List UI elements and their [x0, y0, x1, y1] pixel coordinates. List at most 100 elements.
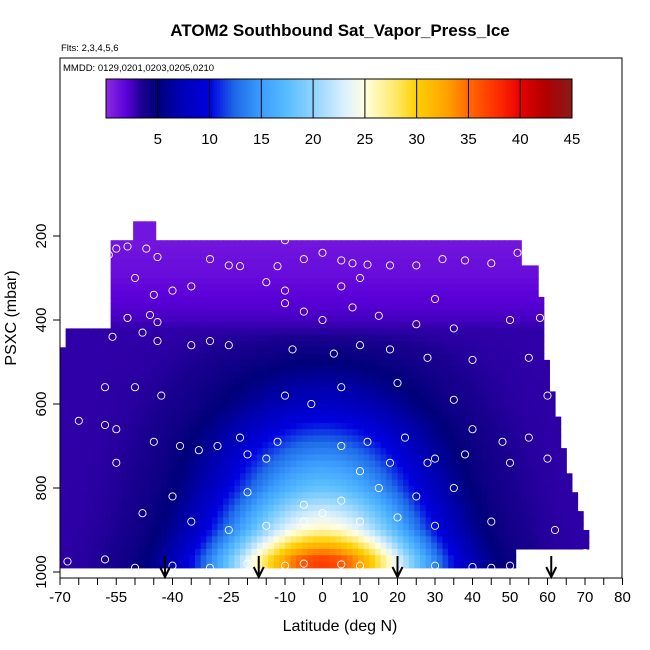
heatmap-cell — [217, 259, 224, 266]
colorbar-swatch — [429, 79, 433, 118]
heatmap-cell — [425, 309, 432, 317]
heatmap-cell — [476, 542, 483, 550]
heatmap-cell — [408, 315, 415, 323]
heatmap-cell — [549, 511, 556, 518]
heatmap-cell — [133, 265, 140, 273]
heatmap-cell — [307, 303, 314, 311]
heatmap-cell — [453, 435, 460, 443]
heatmap-cell — [251, 378, 258, 386]
heatmap-cell — [526, 309, 534, 317]
heatmap-cell — [543, 454, 550, 462]
heatmap-cell — [459, 353, 466, 361]
x-tick-label: 70 — [577, 589, 594, 606]
colorbar-swatch — [351, 79, 356, 118]
heatmap-cell — [453, 334, 460, 342]
heatmap-cell — [470, 404, 477, 411]
heatmap-cell — [240, 252, 247, 260]
heatmap-cell — [526, 517, 534, 525]
heatmap-cell — [138, 278, 145, 285]
y-tick-label: 200 — [33, 223, 50, 248]
heatmap-cell — [420, 391, 427, 399]
heatmap-cell — [442, 548, 449, 556]
heatmap-cell — [217, 517, 224, 525]
heatmap-cell — [442, 366, 449, 374]
heatmap-cell — [538, 322, 545, 329]
heatmap-cell — [200, 485, 207, 493]
heatmap-cell — [487, 561, 494, 569]
heatmap-cell — [470, 467, 477, 474]
heatmap-cell — [369, 246, 376, 254]
heatmap-cell — [510, 504, 517, 512]
heatmap-cell — [178, 460, 185, 468]
heatmap-cell — [504, 397, 511, 405]
heatmap-cell — [262, 347, 269, 355]
heatmap-cell — [470, 561, 477, 569]
heatmap-cell — [228, 334, 235, 342]
heatmap-cell — [375, 448, 382, 455]
heatmap-cell — [105, 498, 112, 506]
heatmap-cell — [200, 511, 207, 518]
heatmap-cell — [358, 555, 365, 563]
heatmap-cell — [324, 246, 331, 254]
heatmap-cell — [470, 265, 477, 273]
heatmap-cell — [555, 448, 562, 455]
heatmap-cell — [211, 246, 219, 254]
heatmap-cell — [375, 536, 382, 544]
heatmap-cell — [476, 441, 483, 449]
heatmap-cell — [369, 404, 376, 411]
heatmap-cell — [290, 410, 297, 418]
heatmap-cell — [448, 328, 455, 336]
heatmap-cell — [330, 448, 337, 455]
heatmap-cell — [476, 492, 483, 500]
heatmap-cell — [521, 454, 528, 462]
heatmap-cell — [397, 252, 404, 260]
heatmap-cell — [341, 517, 348, 525]
heatmap-cell — [88, 429, 95, 437]
heatmap-cell — [481, 246, 489, 254]
heatmap-cell — [386, 290, 393, 298]
heatmap-cell — [200, 448, 207, 455]
colorbar-swatch — [447, 79, 451, 118]
heatmap-cell — [121, 479, 129, 487]
colorbar-swatch — [142, 79, 146, 118]
heatmap-cell — [307, 328, 314, 336]
heatmap-cell — [318, 385, 325, 392]
heatmap-cell — [144, 410, 151, 418]
heatmap-cell — [82, 523, 89, 531]
heatmap-cell — [172, 372, 179, 380]
heatmap-cell — [493, 542, 500, 550]
heatmap-cell — [526, 296, 534, 304]
colorbar-swatch — [230, 79, 234, 118]
heatmap-cell — [262, 536, 269, 544]
heatmap-cell — [93, 372, 100, 380]
heatmap-cell — [403, 422, 410, 430]
observation-point — [412, 261, 421, 270]
heatmap-cell — [251, 473, 258, 481]
heatmap-cell — [510, 511, 517, 518]
colorbar-swatch — [427, 79, 431, 118]
heatmap-cell — [234, 485, 241, 493]
heatmap-cell — [71, 328, 78, 336]
heatmap-cell — [504, 410, 511, 418]
heatmap-cell — [363, 460, 370, 468]
heatmap-cell — [211, 555, 219, 563]
heatmap-cell — [510, 290, 517, 298]
colorbar-swatch — [339, 79, 343, 118]
heatmap-cell — [403, 523, 410, 531]
heatmap-cell — [571, 523, 579, 531]
heatmap-cell — [195, 303, 202, 311]
heatmap-cell — [425, 485, 432, 493]
heatmap-cell — [285, 372, 292, 380]
heatmap-cell — [307, 523, 314, 531]
heatmap-cell — [459, 511, 466, 518]
heatmap-cell — [363, 416, 370, 424]
colorbar-swatch — [232, 79, 236, 118]
heatmap-cell — [206, 284, 213, 292]
heatmap-cell — [358, 561, 365, 569]
heatmap-cell — [279, 341, 286, 348]
heatmap-cell — [82, 353, 89, 361]
heatmap-cell — [211, 290, 219, 298]
heatmap-cell — [279, 448, 286, 455]
heatmap-cell — [386, 278, 393, 285]
heatmap-cell — [442, 278, 449, 285]
